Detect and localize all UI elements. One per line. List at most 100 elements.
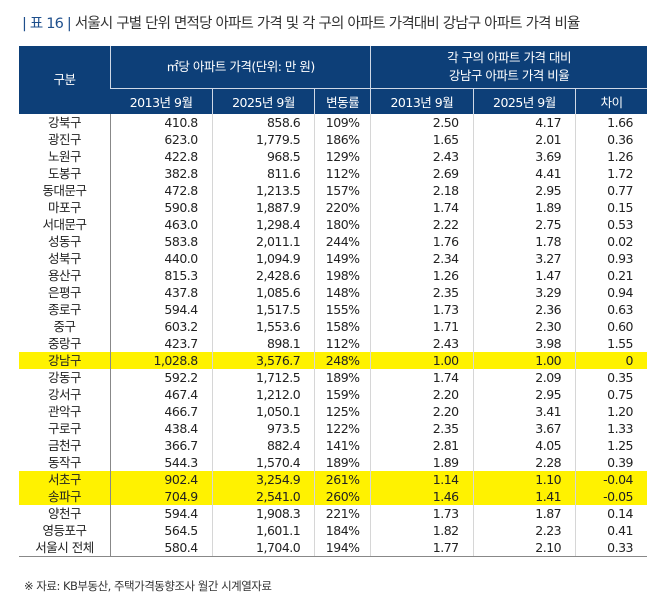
table-row: 서대문구 463.0 1,298.4 180% 2.22 2.75 0.53 (19, 216, 647, 233)
cell-value: 564.5 (110, 522, 213, 539)
cell-value: 0.75 (575, 386, 647, 403)
district-name: 강북구 (19, 114, 111, 131)
cell-value: 3.29 (472, 284, 576, 301)
table-row: 중랑구 423.7 898.1 112% 2.43 3.98 1.55 (19, 335, 647, 352)
cell-value: 1.10 (472, 471, 576, 488)
district-name: 동대문구 (19, 182, 111, 199)
table-row: 서울시 전체 580.4 1,704.0 194% 1.77 2.10 0.33 (19, 539, 647, 557)
cell-value: 1.76 (370, 233, 474, 250)
table-row: 강북구 410.8 858.6 109% 2.50 4.17 1.66 (19, 114, 647, 131)
cell-value: 2.75 (472, 216, 576, 233)
district-name: 은평구 (19, 284, 111, 301)
cell-value: 155% (314, 301, 371, 318)
cell-value: 220% (314, 199, 371, 216)
cell-value: 112% (314, 165, 371, 182)
cell-value: 1,517.5 (211, 301, 315, 318)
table-title-text: 서울시 구별 단위 면적당 아파트 가격 및 각 구의 아파트 가격대비 강남구… (74, 16, 581, 32)
table-row: 은평구 437.8 1,085.6 148% 2.35 3.29 0.94 (19, 284, 647, 301)
cell-value: 1,085.6 (211, 284, 315, 301)
table-row: 동작구 544.3 1,570.4 189% 1.89 2.28 0.39 (19, 454, 647, 471)
district-name: 금천구 (19, 437, 111, 454)
cell-value: 3.67 (472, 420, 576, 437)
district-name: 구로구 (19, 420, 111, 437)
table-row: 용산구 815.3 2,428.6 198% 1.26 1.47 0.21 (19, 267, 647, 284)
cell-value: 623.0 (110, 131, 213, 148)
cell-value: 4.17 (472, 114, 576, 131)
cell-value: -0.05 (575, 488, 647, 505)
cell-value: 1.74 (370, 369, 474, 386)
district-name: 강동구 (19, 369, 111, 386)
cell-value: 1,704.0 (211, 539, 315, 557)
cell-value: 1.33 (575, 420, 647, 437)
cell-value: 440.0 (110, 250, 213, 267)
cell-value: 973.5 (211, 420, 315, 437)
header-ratio-group: 각 구의 아파트 가격 대비 강남구 아파트 가격 비율 (370, 46, 647, 89)
cell-value: 2.95 (472, 386, 576, 403)
cell-value: 0.60 (575, 318, 647, 335)
cell-value: 463.0 (110, 216, 213, 233)
table-row: 구로구 438.4 973.5 122% 2.35 3.67 1.33 (19, 420, 647, 437)
cell-value: 1,050.1 (211, 403, 315, 420)
district-name: 마포구 (19, 199, 111, 216)
cell-value: 2.50 (370, 114, 474, 131)
cell-value: 2.35 (370, 420, 474, 437)
cell-value: 109% (314, 114, 371, 131)
cell-value: 2.43 (370, 335, 474, 352)
cell-value: 157% (314, 182, 371, 199)
cell-value: 2.22 (370, 216, 474, 233)
header-district: 구분 (19, 46, 111, 114)
cell-value: 141% (314, 437, 371, 454)
cell-value: 122% (314, 420, 371, 437)
cell-value: 1,908.3 (211, 505, 315, 522)
cell-value: 811.6 (211, 165, 315, 182)
district-name: 도봉구 (19, 165, 111, 182)
cell-value: 580.4 (110, 539, 213, 557)
district-name: 양천구 (19, 505, 111, 522)
cell-value: 1.73 (370, 505, 474, 522)
cell-value: 1.78 (472, 233, 576, 250)
table-row: 영등포구 564.5 1,601.1 184% 1.82 2.23 0.41 (19, 522, 647, 539)
cell-value: 423.7 (110, 335, 213, 352)
cell-value: 2.95 (472, 182, 576, 199)
table-row: 노원구 422.8 968.5 129% 2.43 3.69 1.26 (19, 148, 647, 165)
cell-value: 244% (314, 233, 371, 250)
cell-value: 2.18 (370, 182, 474, 199)
cell-value: 112% (314, 335, 371, 352)
cell-value: 1.87 (472, 505, 576, 522)
cell-value: 189% (314, 454, 371, 471)
cell-value: 129% (314, 148, 371, 165)
cell-value: 1,570.4 (211, 454, 315, 471)
district-name: 중랑구 (19, 335, 111, 352)
cell-value: 902.4 (110, 471, 213, 488)
table-row: 관악구 466.7 1,050.1 125% 2.20 3.41 1.20 (19, 403, 647, 420)
district-name: 광진구 (19, 131, 111, 148)
cell-value: 1.77 (370, 539, 474, 557)
cell-value: 0.15 (575, 199, 647, 216)
cell-value: 0.53 (575, 216, 647, 233)
cell-value: 1,094.9 (211, 250, 315, 267)
cell-value: 186% (314, 131, 371, 148)
cell-value: 2.34 (370, 250, 474, 267)
cell-value: 366.7 (110, 437, 213, 454)
cell-value: 1,712.5 (211, 369, 315, 386)
table-row: 동대문구 472.8 1,213.5 157% 2.18 2.95 0.77 (19, 182, 647, 199)
cell-value: 1.26 (575, 148, 647, 165)
cell-value: 1.65 (370, 131, 474, 148)
cell-value: 148% (314, 284, 371, 301)
cell-value: 1.00 (472, 352, 576, 369)
cell-value: 0.14 (575, 505, 647, 522)
cell-value: 2.23 (472, 522, 576, 539)
cell-value: 1.26 (370, 267, 474, 284)
cell-value: 1,028.8 (110, 352, 213, 369)
district-name: 종로구 (19, 301, 111, 318)
cell-value: 158% (314, 318, 371, 335)
cell-value: 2.35 (370, 284, 474, 301)
cell-value: 0.39 (575, 454, 647, 471)
cell-value: 382.8 (110, 165, 213, 182)
table-row: 양천구 594.4 1,908.3 221% 1.73 1.87 0.14 (19, 505, 647, 522)
cell-value: 2.01 (472, 131, 576, 148)
table-row: 성동구 583.8 2,011.1 244% 1.76 1.78 0.02 (19, 233, 647, 250)
cell-value: 592.2 (110, 369, 213, 386)
header-col: 2013년 9월 (370, 88, 474, 114)
cell-value: 2.30 (472, 318, 576, 335)
